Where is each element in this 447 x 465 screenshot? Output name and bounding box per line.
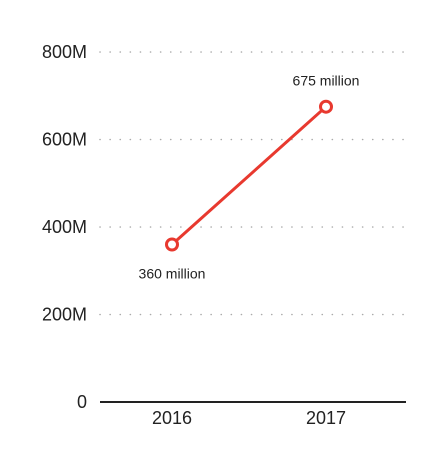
y-tick-label: 200M xyxy=(42,305,87,325)
x-tick-label: 2016 xyxy=(152,408,192,428)
x-tick-label: 2017 xyxy=(306,408,346,428)
data-point-2016 xyxy=(165,237,179,252)
y-axis: 0 200M 400M 600M 800M xyxy=(42,42,87,412)
data-label-layer: 360 million 675 million xyxy=(139,73,360,282)
series-layer xyxy=(165,99,333,252)
series-line xyxy=(170,105,328,246)
x-axis: 2016 2017 xyxy=(152,408,346,428)
y-tick-label: 800M xyxy=(42,42,87,62)
data-label-2016: 360 million xyxy=(139,266,206,282)
y-tick-label: 600M xyxy=(42,130,87,150)
grid-layer xyxy=(99,51,407,316)
y-tick-label: 400M xyxy=(42,217,87,237)
data-point-2017 xyxy=(319,99,333,114)
y-tick-label: 0 xyxy=(77,392,87,412)
data-label-2017: 675 million xyxy=(293,73,360,89)
